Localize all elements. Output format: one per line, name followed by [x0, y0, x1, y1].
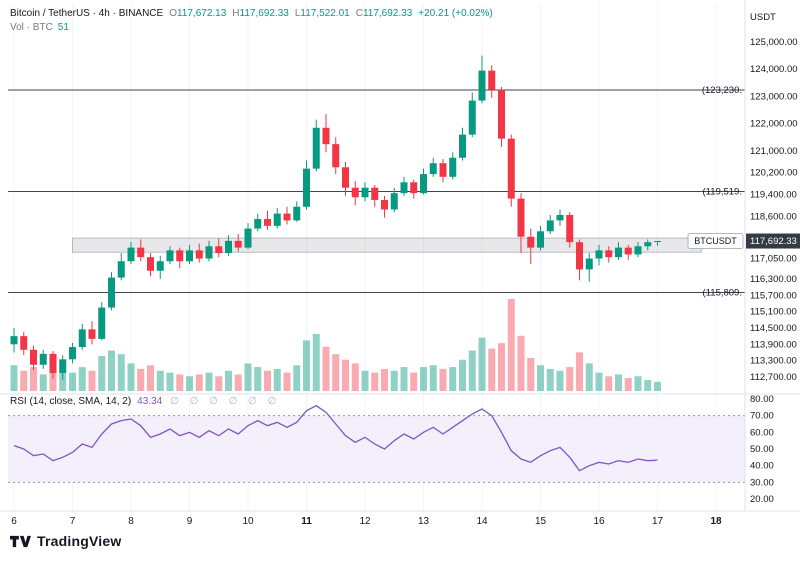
svg-text:123,000.00: 123,000.00: [750, 91, 798, 102]
low-value: 117,522.01: [300, 8, 350, 19]
svg-text:11: 11: [301, 516, 312, 527]
svg-text:119,400.00: 119,400.00: [750, 190, 797, 201]
rsi-line: [13, 404, 658, 472]
open-value: 117,672.13: [176, 8, 227, 19]
svg-text:10: 10: [242, 516, 254, 527]
svg-text:12: 12: [359, 516, 371, 527]
last-price-tag[interactable]: BTCUSDT 117,692.33: [687, 233, 800, 250]
volume-value: 51: [57, 22, 69, 33]
price-zone-drawing[interactable]: [72, 237, 702, 253]
svg-text:15: 15: [535, 516, 547, 527]
change-value: +20.21 (+0.02%): [418, 8, 493, 19]
svg-text:124,000.00: 124,000.00: [750, 64, 798, 75]
svg-text:120,200.00: 120,200.00: [750, 168, 798, 179]
svg-text:30.00: 30.00: [750, 477, 774, 488]
open-readout: O117,672.13: [169, 7, 226, 21]
svg-text:121,000.00: 121,000.00: [750, 146, 798, 157]
price-axis[interactable]: USDT 125,000.00 124,000.00 123,000.00 122,00…: [750, 12, 798, 505]
close-readout: C117,692.33: [356, 7, 413, 21]
symbol-title: Bitcoin / TetherUS · 4h · BINANCE: [10, 8, 164, 19]
svg-text:116,300.00: 116,300.00: [750, 274, 797, 285]
svg-text:113,300.00: 113,300.00: [750, 356, 797, 367]
tradingview-branding[interactable]: TradingView: [10, 533, 121, 549]
volume-legend-row[interactable]: Vol · BTC 51: [10, 21, 493, 35]
svg-text:115,700.00: 115,700.00: [750, 290, 797, 301]
svg-text:9: 9: [187, 516, 193, 527]
svg-text:118,600.00: 118,600.00: [750, 211, 797, 222]
symbol-name-tag: [687, 233, 744, 250]
high-readout: H117,692.33: [232, 7, 289, 21]
svg-text:117,692.33: 117,692.33: [750, 236, 797, 247]
volume-layer: [10, 299, 661, 391]
candles-layer: [10, 55, 661, 380]
svg-text:14: 14: [476, 516, 488, 527]
low-label: L: [294, 8, 301, 19]
time-axis[interactable]: 6 7 8 9 10 11 12 13 14 15 16 17 18: [11, 516, 722, 527]
svg-text:13: 13: [418, 516, 430, 527]
svg-text:18: 18: [710, 516, 722, 527]
svg-text:117,050.00: 117,050.00: [750, 254, 797, 265]
svg-text:115,100.00: 115,100.00: [750, 307, 797, 318]
tradingview-logo-text: TradingView: [37, 533, 122, 549]
svg-text:8: 8: [128, 516, 134, 527]
volume-label: Vol · BTC: [10, 22, 53, 33]
high-value: 117,692.33: [239, 8, 289, 19]
svg-text:20.00: 20.00: [750, 494, 774, 505]
axis-borders: [0, 0, 800, 512]
svg-text:(119,519.: (119,519.: [703, 186, 742, 197]
chart-canvas[interactable]: (123,230. (119,519. (115,809. USDT 125,000.0…: [0, 0, 800, 530]
low-readout: L117,522.01: [295, 7, 350, 21]
symbol-legend-row[interactable]: Bitcoin / TetherUS · 4h · BINANCE O117,6…: [10, 7, 493, 21]
svg-text:50.00: 50.00: [750, 444, 774, 455]
close-value: 117,692.33: [362, 8, 413, 19]
svg-text:7: 7: [70, 516, 76, 527]
rsi-empty-markers: ∅ ∅ ∅ ∅ ∅ ∅: [170, 396, 281, 407]
open-label: O: [169, 8, 177, 19]
high-label: H: [232, 8, 240, 19]
svg-text:(115,809.: (115,809.: [703, 287, 742, 298]
rsi-title: RSI (14, close, SMA, 14, 2): [10, 396, 132, 407]
svg-text:16: 16: [593, 516, 605, 527]
svg-text:113,900.00: 113,900.00: [750, 339, 797, 350]
svg-text:17: 17: [652, 516, 664, 527]
tradingview-logo-icon: [10, 535, 31, 547]
last-price-label: [746, 233, 800, 249]
svg-text:70.00: 70.00: [750, 411, 774, 422]
svg-text:122,000.00: 122,000.00: [750, 119, 798, 130]
rsi-value: 43.34: [137, 396, 163, 407]
svg-text:60.00: 60.00: [750, 427, 774, 438]
svg-text:6: 6: [11, 516, 17, 527]
svg-text:BTCUSDT: BTCUSDT: [694, 236, 737, 246]
chart-legend: Bitcoin / TetherUS · 4h · BINANCE O117,6…: [10, 7, 493, 35]
svg-text:(123,230.: (123,230.: [702, 85, 742, 96]
price-axis-unit: USDT: [750, 12, 776, 23]
svg-text:112,700.00: 112,700.00: [750, 372, 797, 383]
svg-text:40.00: 40.00: [750, 461, 774, 472]
rsi-layer: [8, 404, 745, 483]
svg-text:125,000.00: 125,000.00: [750, 37, 798, 48]
close-label: C: [355, 8, 363, 19]
svg-text:80.00: 80.00: [750, 394, 774, 405]
rsi-legend-row[interactable]: RSI (14, close, SMA, 14, 2) 43.34 ∅ ∅ ∅ …: [10, 396, 280, 407]
svg-text:114,500.00: 114,500.00: [750, 323, 797, 334]
